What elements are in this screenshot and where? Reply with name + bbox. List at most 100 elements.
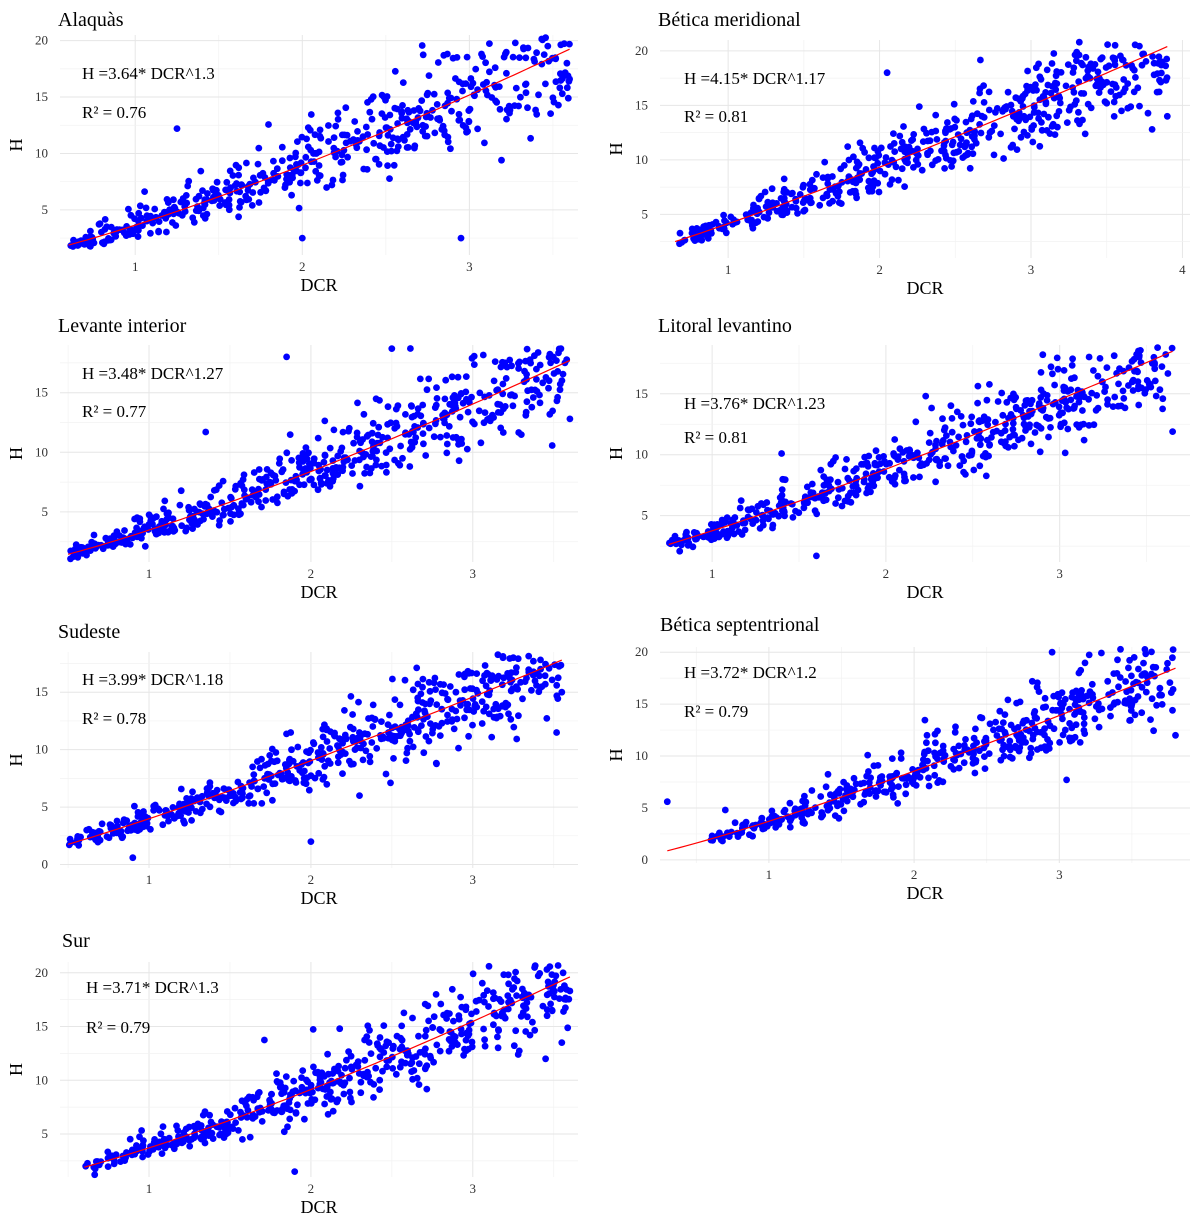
data-point xyxy=(1000,440,1008,447)
data-point xyxy=(986,442,993,449)
data-point xyxy=(422,123,429,130)
data-point xyxy=(291,477,299,485)
data-point xyxy=(1156,684,1164,692)
data-point xyxy=(920,756,927,763)
data-point xyxy=(761,188,769,196)
data-point xyxy=(875,454,883,461)
data-point xyxy=(824,770,832,778)
data-point xyxy=(285,1099,293,1106)
data-point xyxy=(261,1036,268,1044)
data-point xyxy=(1006,737,1014,745)
data-point xyxy=(1152,664,1160,671)
data-point xyxy=(849,178,857,186)
data-point xyxy=(1169,686,1177,693)
y-tick-label: 15 xyxy=(635,386,648,401)
data-point xyxy=(1164,659,1171,667)
data-point xyxy=(459,122,467,129)
data-point xyxy=(273,493,281,501)
data-point xyxy=(330,426,338,434)
data-point xyxy=(444,718,451,725)
data-point xyxy=(997,429,1005,437)
data-point xyxy=(389,675,396,683)
data-point xyxy=(306,126,314,134)
data-point xyxy=(522,54,530,62)
data-point xyxy=(346,1088,354,1096)
data-point xyxy=(461,714,468,722)
data-point xyxy=(925,456,933,464)
data-point xyxy=(765,209,773,217)
data-point xyxy=(444,695,451,703)
data-point xyxy=(895,176,902,184)
data-point xyxy=(138,534,145,542)
data-point xyxy=(1148,648,1155,656)
data-point xyxy=(341,707,348,714)
data-point xyxy=(1134,368,1141,376)
data-point xyxy=(1077,90,1085,97)
data-point xyxy=(511,102,518,109)
data-point xyxy=(444,50,451,58)
data-point xyxy=(231,485,239,493)
data-point xyxy=(290,1077,298,1085)
data-point xyxy=(676,240,683,248)
data-point xyxy=(122,539,129,547)
data-point xyxy=(410,1067,418,1074)
data-point xyxy=(305,449,312,457)
r-squared-annotation: R² = 0.76 xyxy=(82,103,146,122)
data-point xyxy=(376,1076,384,1084)
data-point xyxy=(310,1063,317,1071)
data-point xyxy=(479,53,486,60)
data-point xyxy=(1104,401,1111,408)
data-point xyxy=(364,1022,372,1030)
data-point xyxy=(370,1081,378,1088)
data-point xyxy=(1129,387,1137,394)
data-point xyxy=(1022,427,1029,434)
data-point xyxy=(1091,715,1099,723)
data-point xyxy=(462,1036,470,1044)
data-point xyxy=(361,470,368,477)
data-point xyxy=(1063,119,1071,126)
data-point xyxy=(401,676,409,684)
data-point xyxy=(1118,107,1125,115)
data-point xyxy=(321,417,329,425)
data-point xyxy=(401,136,408,144)
data-point xyxy=(895,783,902,790)
data-point xyxy=(350,439,357,447)
data-point xyxy=(391,732,398,740)
data-point xyxy=(1149,53,1156,60)
x-tick-label: 3 xyxy=(1028,262,1035,277)
data-point xyxy=(870,163,877,170)
data-point xyxy=(1029,138,1037,146)
data-point xyxy=(550,353,557,361)
data-point xyxy=(1061,449,1069,457)
data-point xyxy=(455,110,463,118)
data-point xyxy=(250,469,258,476)
data-point xyxy=(1007,143,1015,151)
data-point xyxy=(390,755,397,762)
data-point xyxy=(999,411,1007,419)
data-point xyxy=(159,1123,167,1130)
data-point xyxy=(133,1142,140,1149)
data-point xyxy=(478,979,486,987)
data-point xyxy=(822,496,830,504)
data-point xyxy=(1010,396,1018,404)
data-point xyxy=(1079,709,1087,716)
data-point xyxy=(227,510,234,517)
data-point xyxy=(409,1054,416,1062)
data-point xyxy=(542,1055,549,1063)
chart-title: Bética meridional xyxy=(658,9,801,31)
data-point xyxy=(212,190,220,198)
data-point xyxy=(457,993,464,1001)
data-point xyxy=(271,1109,278,1117)
data-point xyxy=(1112,92,1120,100)
data-point xyxy=(207,493,215,501)
data-point xyxy=(239,1136,246,1143)
data-point xyxy=(955,764,963,772)
data-point xyxy=(531,964,538,971)
fit-line xyxy=(667,667,1176,852)
data-point xyxy=(343,131,351,139)
fit-line xyxy=(67,359,571,555)
data-point xyxy=(891,472,899,479)
data-point xyxy=(65,841,73,849)
data-point xyxy=(433,101,441,108)
